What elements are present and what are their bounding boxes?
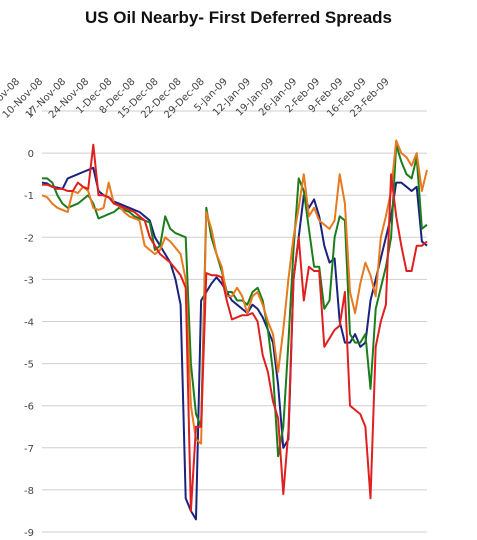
y-axis-tick-labels: 1 0 -1 -2 -3 -4 -5 -6 -7 -8 -9 (24, 107, 34, 539)
series-lines (41, 139, 428, 521)
chart-title: US Oil Nearby- First Deferred Spreads (84, 8, 393, 27)
y-tick-label: -8 (24, 486, 34, 497)
grid-lines (42, 110, 427, 533)
series-line-0 (41, 166, 428, 521)
y-tick-label: -5 (24, 360, 34, 371)
x-axis-tick-labels: 3-Nov-0810-Nov-0817-Nov-0824-Nov-081-Dec… (0, 76, 392, 121)
y-tick-label: -4 (24, 318, 34, 329)
y-tick-label: -1 (24, 191, 34, 202)
series-line-2 (41, 139, 428, 445)
y-tick-label: 1 (28, 107, 34, 118)
y-tick-label: -9 (24, 528, 34, 539)
y-tick-label: -3 (24, 275, 34, 286)
y-tick-label: -7 (24, 444, 34, 455)
series-line-1 (42, 143, 428, 458)
y-tick-label: 0 (28, 149, 34, 160)
series-line-3 (42, 143, 428, 512)
y-tick-label: -6 (24, 402, 34, 413)
y-tick-label: -2 (24, 233, 34, 244)
